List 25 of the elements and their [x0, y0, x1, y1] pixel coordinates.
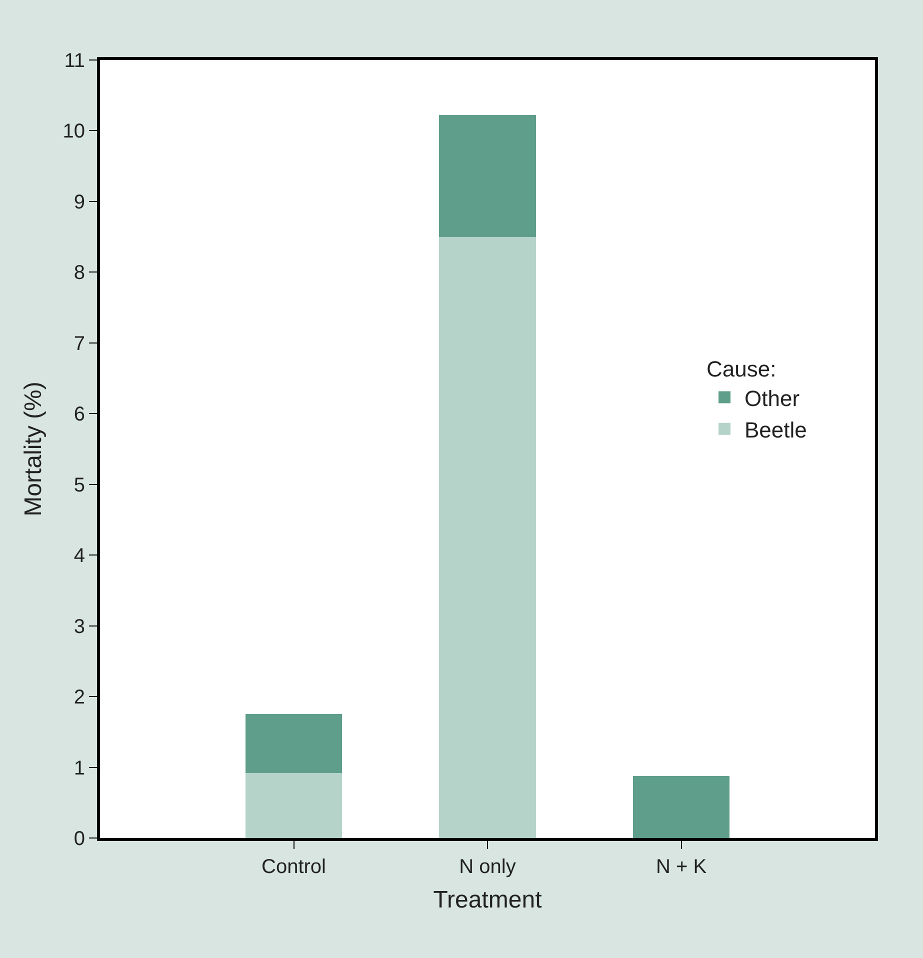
bar [439, 236, 536, 838]
bar [245, 714, 342, 773]
y-tick-label: 1 [74, 757, 85, 780]
x-tick-label: N + K [656, 856, 708, 878]
y-axis-title: Mortality (%) [20, 382, 47, 516]
y-tick-label: 5 [74, 474, 85, 496]
y-tick-label: 0 [74, 828, 85, 850]
y-tick-label: 8 [74, 262, 85, 284]
x-tick-label: N only [459, 856, 516, 878]
x-tick-label: Control [262, 856, 326, 878]
y-tick-label: 10 [62, 120, 85, 143]
y-tick-label: 2 [74, 686, 85, 709]
x-axis-title: Treatment [433, 886, 542, 914]
bar [245, 772, 342, 838]
y-tick-label: 3 [74, 616, 85, 638]
y-tick-label: 6 [74, 404, 85, 426]
y-tick-label: 9 [74, 191, 85, 214]
bar [439, 115, 536, 237]
bar [632, 776, 730, 838]
y-tick-label: 7 [74, 332, 85, 355]
legend-label: Other [744, 386, 800, 411]
legend-label: Beetle [744, 417, 807, 442]
y-tick-label: 11 [64, 50, 85, 72]
y-tick-label: 4 [74, 545, 85, 568]
legend-title: Cause: [706, 356, 776, 382]
